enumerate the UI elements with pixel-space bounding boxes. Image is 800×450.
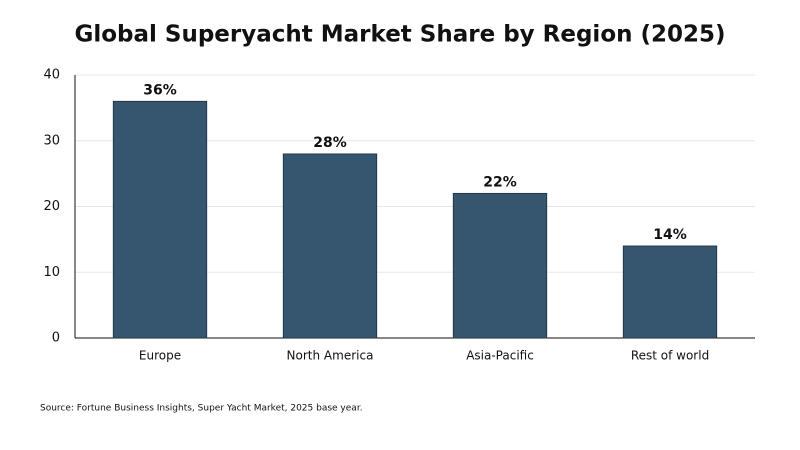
value-label: 28% <box>313 135 347 151</box>
y-tick-label: 10 <box>43 265 60 280</box>
x-tick-label: Rest of world <box>631 349 709 363</box>
chart-title: Global Superyacht Market Share by Region… <box>74 22 725 48</box>
bar <box>622 245 718 339</box>
x-tick-label: Europe <box>139 349 181 363</box>
y-tick-label: 20 <box>43 199 60 214</box>
bar <box>282 153 378 339</box>
bar <box>112 100 208 339</box>
y-tick-label: 0 <box>52 331 60 346</box>
y-tick-label: 30 <box>43 133 60 148</box>
bar <box>452 192 548 339</box>
x-tick-label: North America <box>287 349 374 363</box>
source-note: Source: Fortune Business Insights, Super… <box>40 404 363 414</box>
value-label: 22% <box>483 174 517 190</box>
y-tick-label: 40 <box>43 68 60 83</box>
value-label: 36% <box>143 82 177 98</box>
x-tick-label: Asia-Pacific <box>466 349 534 363</box>
value-label: 14% <box>653 227 687 243</box>
